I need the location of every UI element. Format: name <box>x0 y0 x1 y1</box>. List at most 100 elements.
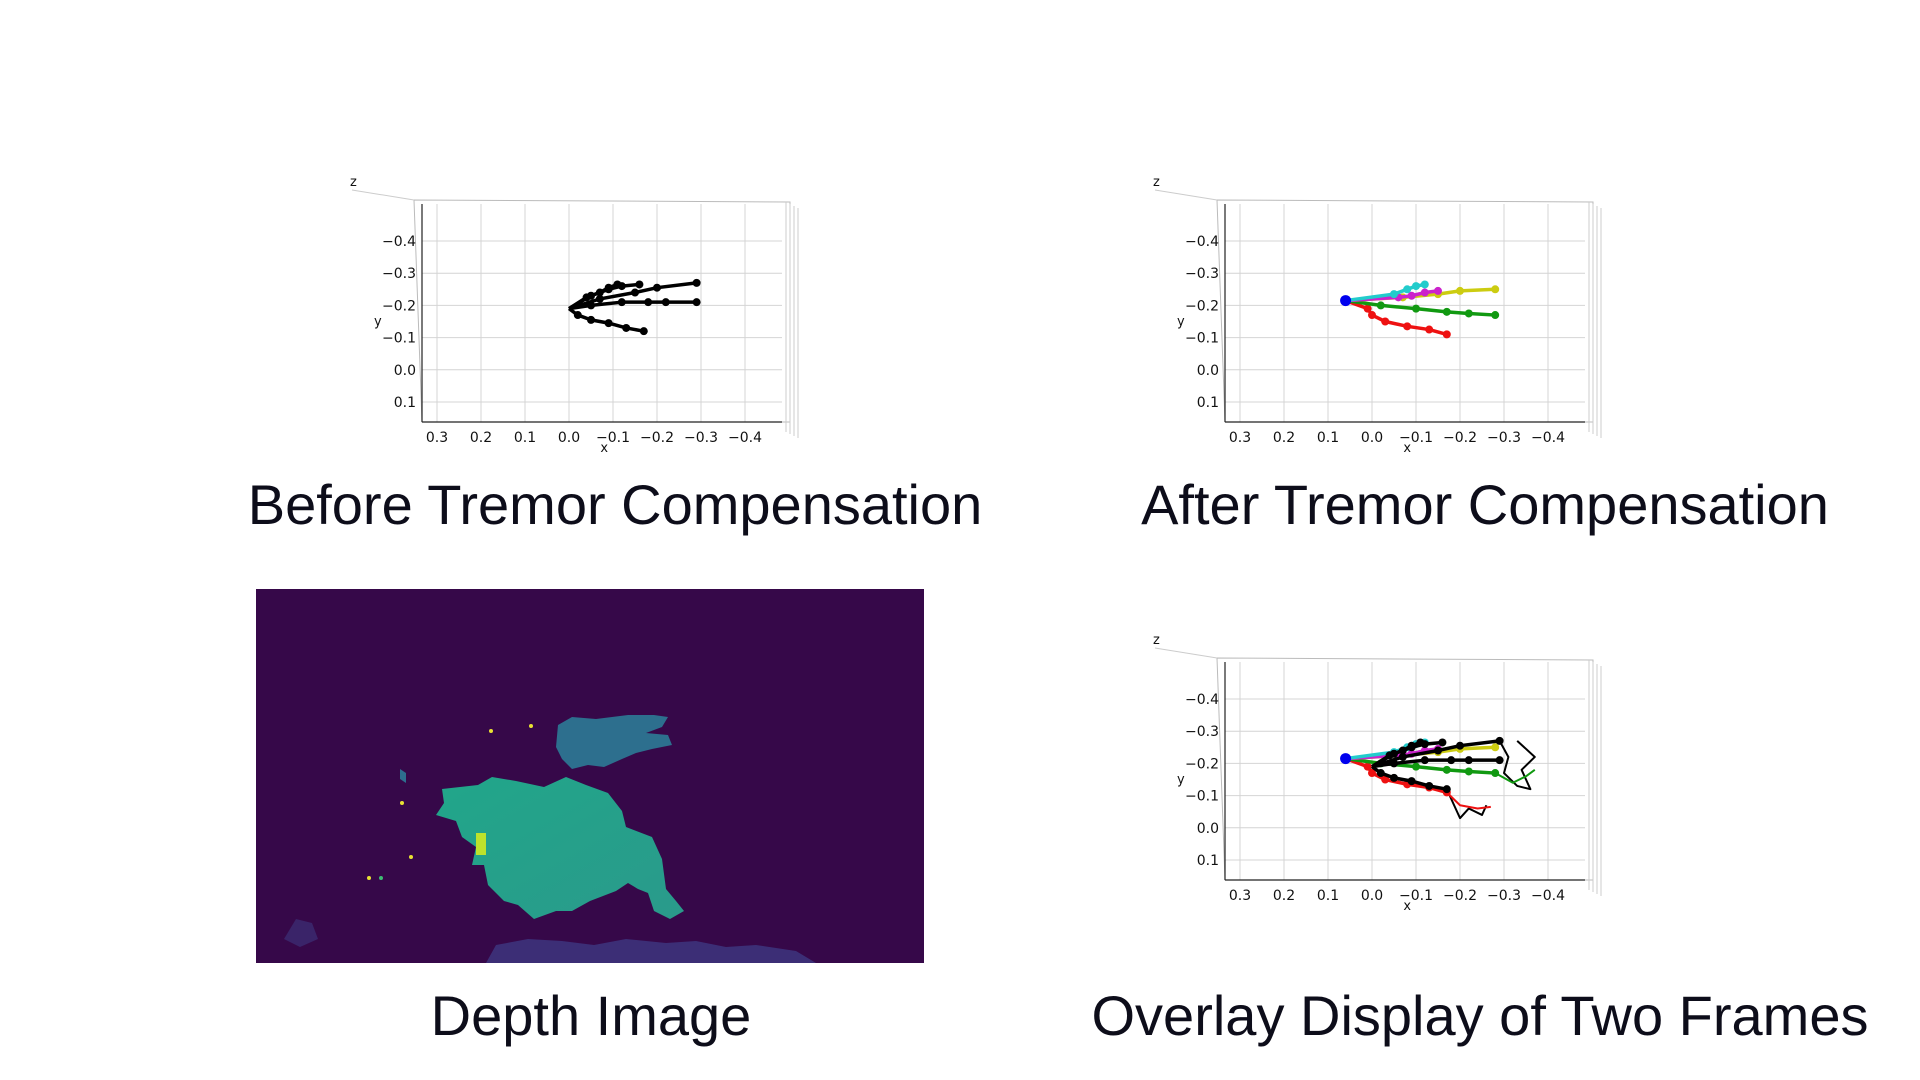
joint-marker <box>1442 307 1451 316</box>
joint-marker <box>617 298 626 307</box>
joint-marker <box>1438 738 1447 747</box>
x-tick-label: 0.2 <box>1273 888 1295 904</box>
x-tick-label: 0.0 <box>1361 430 1383 446</box>
depth-dot <box>367 876 371 880</box>
joint-marker <box>1491 285 1500 294</box>
z-axis-label: z <box>1153 633 1160 648</box>
y-tick-label: −0.1 <box>1185 331 1219 347</box>
y-tick-label: −0.2 <box>382 298 416 314</box>
joint-marker <box>1376 301 1385 310</box>
joint-marker <box>1381 317 1390 326</box>
z-axis-label: z <box>1153 175 1160 190</box>
joint-marker <box>635 280 644 289</box>
x-tick-label: 0.0 <box>558 430 580 446</box>
joint-marker <box>1412 762 1420 771</box>
depth-floor-left <box>284 919 318 947</box>
joint-marker <box>653 283 661 292</box>
depth-axis-line <box>1154 647 1218 659</box>
joint-marker <box>582 293 591 302</box>
depth-noise <box>400 769 406 783</box>
caption-depth: Depth Image <box>430 984 752 1047</box>
joint-marker <box>1398 746 1407 755</box>
x-tick-label: 0.0 <box>1361 888 1383 904</box>
joint-marker <box>1420 280 1429 289</box>
joint-marker <box>1491 769 1500 778</box>
motion-path <box>1445 788 1488 820</box>
hand-plot-overlay: 0.3 0.2 0.1 0.0 −0.1 −0.2 −0.3 −0.4 −0.4 −0.3 −0.2… <box>1153 628 1625 923</box>
wrist-marker <box>1340 753 1352 765</box>
joint-marker <box>1420 288 1429 297</box>
depth-dot <box>409 855 413 859</box>
joint-marker <box>1385 751 1394 760</box>
y-tick-label: 0.0 <box>1197 821 1219 837</box>
axes-box <box>413 199 791 423</box>
joint-marker <box>1495 736 1504 745</box>
x-tick-label: −0.3 <box>1487 430 1521 446</box>
x-tick-label: −0.2 <box>1443 888 1477 904</box>
motion-path <box>1498 740 1536 791</box>
x-tick-label: 0.2 <box>1273 430 1295 446</box>
caption-overlay: Overlay Display of Two Frames <box>1091 984 1869 1047</box>
y-tick-label: −0.4 <box>1185 692 1219 708</box>
y-tick-label: 0.1 <box>1197 853 1219 869</box>
y-tick-label: −0.4 <box>382 234 416 250</box>
x-tick-label: 0.1 <box>1317 888 1339 904</box>
joint-marker <box>1381 775 1390 784</box>
depth-image <box>256 589 924 963</box>
joint-marker <box>1390 773 1398 782</box>
joint-marker <box>1491 743 1500 752</box>
joint-marker <box>604 319 613 328</box>
joint-marker <box>613 280 622 289</box>
joint-marker <box>1416 738 1425 747</box>
joint-marker <box>1403 322 1412 331</box>
x-tick-label: 0.3 <box>1229 430 1251 446</box>
depth-dot <box>529 724 533 728</box>
joint-marker <box>661 298 670 307</box>
joint-marker <box>1363 762 1372 771</box>
depth-dot <box>400 801 404 805</box>
y-tick-label: 0.0 <box>394 363 416 379</box>
x-axis-label: x <box>1403 441 1411 456</box>
depth-finger-blob <box>556 715 672 769</box>
hand-plot-before: 0.3 0.2 0.1 0.0 −0.1 −0.2 −0.3 −0.4 −0.4 −0.3 −0.2… <box>350 170 822 465</box>
joint-marker <box>595 288 604 297</box>
caption-before: Before Tremor Compensation <box>247 473 983 536</box>
joint-marker <box>1407 291 1416 300</box>
finger-series-line <box>1345 756 1496 775</box>
joint-marker <box>1368 311 1376 320</box>
joint-marker <box>1464 309 1473 318</box>
x-tick-label: −0.2 <box>640 430 674 446</box>
x-tick-label: −0.1 <box>1399 430 1433 446</box>
joint-marker <box>692 298 701 307</box>
axes-box <box>1216 657 1594 881</box>
caption-after: After Tremor Compensation <box>1141 473 1829 536</box>
joint-marker <box>644 298 653 307</box>
x-tick-label: 0.1 <box>514 430 536 446</box>
y-tick-label: −0.1 <box>1185 789 1219 805</box>
y-axis-label: y <box>1177 315 1185 330</box>
y-tick-label: −0.2 <box>1185 756 1219 772</box>
joint-marker <box>631 288 639 297</box>
joint-marker <box>573 311 582 320</box>
joint-marker <box>1495 756 1504 765</box>
hand-plot-overlay-svg: 0.3 0.2 0.1 0.0 −0.1 −0.2 −0.3 −0.4 −0.4 −0.3 −0.2… <box>1153 633 1602 914</box>
depth-axis-line <box>351 189 415 201</box>
joint-marker <box>1464 767 1473 776</box>
joint-marker <box>1368 769 1376 778</box>
joint-marker <box>1412 282 1420 291</box>
x-tick-label: −0.3 <box>1487 888 1521 904</box>
joint-marker <box>1407 777 1416 786</box>
joint-marker <box>1420 756 1429 765</box>
joint-marker <box>1403 285 1412 294</box>
joint-marker <box>1456 286 1464 295</box>
joint-marker <box>587 315 595 324</box>
joint-marker <box>1398 752 1407 761</box>
depth-bright-spot <box>476 833 486 855</box>
x-tick-label: −0.4 <box>728 430 762 446</box>
joint-marker <box>622 323 631 332</box>
motion-path <box>1446 791 1491 810</box>
x-tick-label: 0.2 <box>470 430 492 446</box>
y-tick-label: 0.1 <box>1197 395 1219 411</box>
joint-marker <box>1425 325 1434 334</box>
x-tick-label: 0.3 <box>426 430 448 446</box>
